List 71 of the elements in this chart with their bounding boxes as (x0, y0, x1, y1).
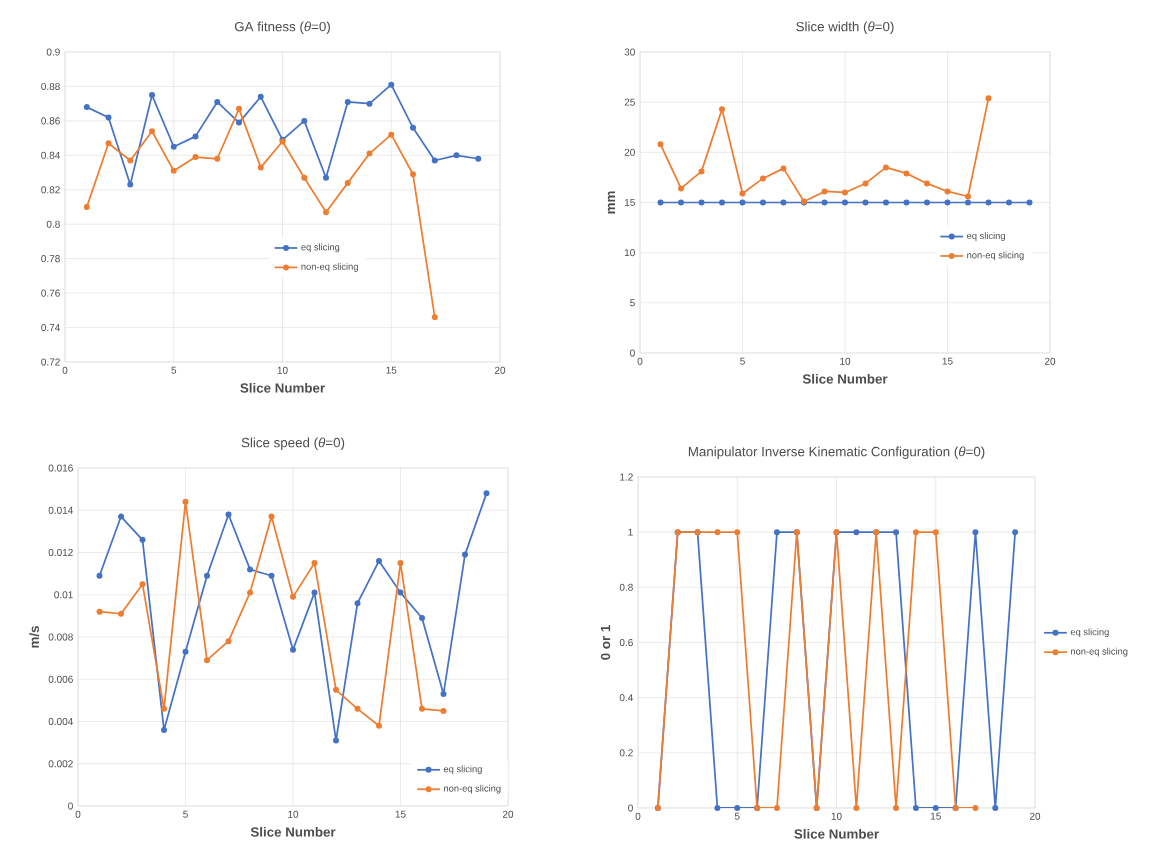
y-tick-label: 0.6 (619, 638, 633, 647)
x-tick-label: 20 (494, 366, 506, 374)
x-axis-title: Slice Number (250, 826, 336, 837)
x-tick-label: 15 (386, 366, 397, 374)
x-tick-label: 5 (734, 812, 740, 820)
y-axis-title: m/s (29, 626, 40, 648)
y-tick-label: 0.002 (48, 760, 73, 768)
y-tick-label: 1.2 (620, 473, 633, 481)
legend-label: non-eq slicing (967, 251, 1024, 261)
legend-label: non-eq slicing (1071, 647, 1128, 657)
legend-label: eq slicing (1070, 628, 1109, 638)
y-tick-label: 0.78 (41, 255, 60, 263)
y-tick-label: 0.4 (619, 694, 633, 702)
x-tick-label: 20 (1044, 357, 1056, 365)
x-tick-label: 20 (1029, 812, 1041, 820)
x-tick-label: 15 (930, 812, 941, 820)
y-tick-label: 10 (624, 249, 635, 257)
y-tick-label: 0.01 (54, 591, 73, 599)
y-tick-label: 1 (628, 528, 633, 536)
y-tick-label: 0.76 (41, 289, 60, 297)
chart-title: GA fitness (θ=0) (234, 21, 330, 34)
legend-label: eq slicing (301, 243, 340, 253)
legend-label: non-eq slicing (444, 784, 501, 794)
y-tick-label: 0 (68, 802, 73, 810)
y-tick-label: 0.82 (41, 186, 60, 194)
x-axis-title: Slice Number (240, 382, 325, 393)
x-tick-label: 0 (637, 357, 643, 365)
x-tick-label: 15 (942, 357, 953, 365)
y-tick-label: 0.8 (619, 583, 633, 591)
y-tick-label: 0.9 (46, 48, 60, 56)
x-tick-label: 0 (75, 810, 81, 818)
y-tick-label: 0.88 (41, 82, 60, 90)
y-tick-label: 0.006 (48, 675, 73, 683)
y-tick-label: 25 (624, 98, 635, 106)
x-tick-label: 20 (502, 810, 514, 818)
chart-title: Manipulator Inverse Kinematic Configuration (θ=0) (688, 446, 985, 459)
chart-title: Slice width (θ=0) (796, 21, 894, 34)
y-tick-label: 0.72 (41, 358, 60, 366)
y-tick-label: 0.012 (48, 548, 73, 557)
legend-label: eq slicing (443, 765, 482, 775)
y-tick-label: 0.8 (46, 220, 60, 228)
x-tick-label: 5 (740, 357, 745, 365)
y-tick-label: 0 (628, 804, 633, 812)
x-tick-label: 10 (840, 357, 851, 365)
y-tick-label: 0 (630, 349, 635, 357)
y-tick-label: 0.004 (48, 717, 73, 726)
y-tick-label: 0.014 (48, 506, 73, 514)
y-tick-label: 30 (624, 48, 635, 56)
x-tick-label: 10 (831, 812, 842, 820)
chart-title: Slice speed (θ=0) (241, 437, 345, 450)
legend-label: non-eq slicing (301, 263, 358, 272)
y-axis-title: 0 or 1 (600, 625, 611, 660)
x-axis-title: Slice Number (802, 373, 888, 384)
y-tick-label: 5 (630, 299, 635, 307)
x-tick-label: 5 (171, 366, 177, 374)
y-tick-label: 15 (624, 199, 635, 206)
x-tick-label: 10 (288, 810, 299, 818)
x-tick-label: 0 (635, 812, 641, 820)
y-tick-label: 0.2 (619, 749, 633, 757)
y-tick-label: 20 (624, 148, 635, 156)
y-tick-label: 0.74 (41, 324, 60, 332)
y-tick-label: 0.84 (41, 151, 60, 159)
y-tick-label: 0.86 (41, 117, 60, 125)
legend-label: eq slicing (967, 232, 1005, 241)
x-tick-label: 10 (277, 366, 288, 374)
y-tick-label: 0.016 (48, 464, 73, 472)
x-tick-label: 5 (183, 810, 188, 818)
x-tick-label: 15 (395, 810, 406, 818)
y-axis-title: mm (607, 191, 616, 214)
x-axis-title: Slice Number (794, 828, 879, 839)
y-tick-label: 0.008 (48, 633, 73, 641)
